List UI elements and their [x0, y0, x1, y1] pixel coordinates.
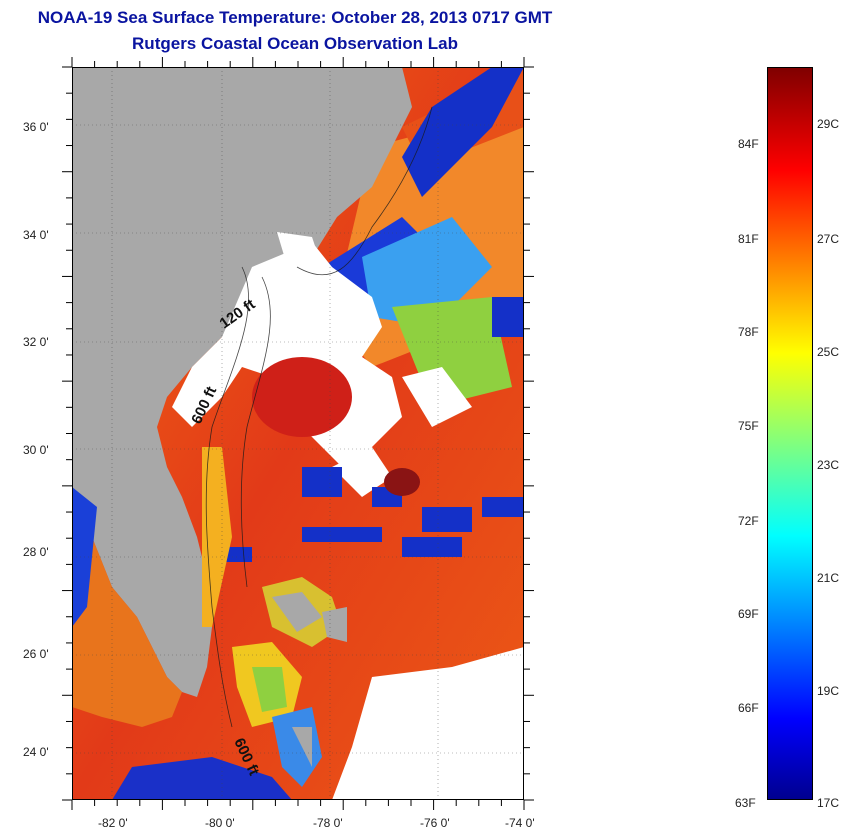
lon-tick-74: -74 0' [505, 816, 535, 830]
lat-tick-34: 34 0' [23, 228, 49, 242]
lat-tick-36: 36 0' [23, 120, 49, 134]
map-title: NOAA-19 Sea Surface Temperature: October… [37, 8, 553, 27]
lat-tick-30: 30 0' [23, 443, 49, 457]
colorbar-c-27: 27C [817, 232, 840, 246]
lat-tick-24: 24 0' [23, 745, 49, 759]
colorbar-f-81: 81F [738, 232, 759, 246]
colorbar-c-21: 21C [817, 571, 840, 585]
colorbar-c-25: 25C [817, 345, 840, 359]
colorbar-f-66: 66F [738, 701, 759, 715]
colorbar-f-78: 78F [738, 325, 759, 339]
sst-map-image: 120 ft 600 ft 600 ft [72, 67, 524, 800]
colorbar-c-19: 19C [817, 684, 840, 698]
lon-tick-82: -82 0' [98, 816, 128, 830]
temperature-colorbar [767, 67, 813, 800]
lon-tick-80: -80 0' [205, 816, 235, 830]
lon-tick-76: -76 0' [420, 816, 450, 830]
colorbar-c-17: 17C [817, 796, 840, 810]
lat-tick-32: 32 0' [23, 335, 49, 349]
lon-tick-78: -78 0' [313, 816, 343, 830]
colorbar-f-84: 84F [738, 137, 759, 151]
lat-tick-28: 28 0' [23, 545, 49, 559]
colorbar-f-69: 69F [738, 607, 759, 621]
colorbar-c-29: 29C [817, 117, 840, 131]
colorbar-f-63: 63F [735, 796, 756, 810]
colorbar-f-75: 75F [738, 419, 759, 433]
colorbar-c-23: 23C [817, 458, 840, 472]
colorbar-gradient [768, 68, 812, 799]
sst-map: 120 ft 600 ft 600 ft [72, 67, 524, 800]
lat-tick-26: 26 0' [23, 647, 49, 661]
map-subtitle: Rutgers Coastal Ocean Observation Lab [132, 34, 458, 53]
colorbar-f-72: 72F [738, 514, 759, 528]
